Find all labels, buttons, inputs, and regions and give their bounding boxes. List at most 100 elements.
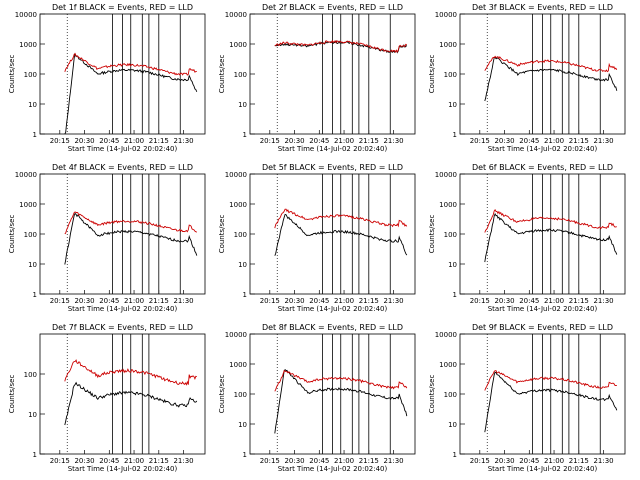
x-tick-label: 21:30 — [383, 297, 403, 305]
lld-series-line — [64, 211, 198, 235]
detector-panel: Det 4f BLACK = Events, RED = LLD 1 10 100 10… — [8, 163, 206, 313]
y-tick-label: 1000 — [19, 41, 37, 49]
x-tick-label: 20:45 — [519, 137, 539, 145]
detector-panel: Det 3f BLACK = Events, RED = LLD 1 10 100 10… — [428, 3, 626, 153]
x-tick-label: 20:30 — [494, 137, 514, 145]
lld-series-line — [274, 39, 407, 54]
y-tick-label: 100 — [24, 371, 37, 379]
x-tick-label: 20:30 — [494, 457, 514, 465]
x-tick-label: 21:00 — [544, 137, 564, 145]
detector-panel: Det 6f BLACK = Events, RED = LLD 1 10 100 10… — [428, 163, 626, 313]
panel-title: Det 7f BLACK = Events, RED = LLD — [52, 323, 193, 332]
x-tick-label: 21:15 — [149, 457, 169, 465]
y-tick-label: 100 — [234, 231, 247, 239]
panel-title: Det 3f BLACK = Events, RED = LLD — [472, 3, 613, 12]
x-tick-label: 21:30 — [173, 137, 193, 145]
panel-title: Det 9f BLACK = Events, RED = LLD — [472, 323, 613, 332]
events-series-line — [274, 369, 408, 434]
y-tick-label: 100 — [24, 231, 37, 239]
x-tick-label: 20:30 — [74, 137, 94, 145]
x-tick-label: 20:15 — [470, 457, 490, 465]
x-tick-label: 20:45 — [309, 457, 329, 465]
y-tick-label: 10000 — [15, 11, 37, 19]
x-tick-label: 20:30 — [284, 137, 304, 145]
y-tick-label: 100 — [234, 391, 247, 399]
panel-title: Det 6f BLACK = Events, RED = LLD — [472, 163, 613, 172]
y-tick-label: 10 — [448, 421, 457, 429]
y-tick-label: 10000 — [435, 171, 457, 179]
x-tick-label: 21:30 — [383, 137, 403, 145]
y-tick-label: 10000 — [225, 331, 247, 339]
x-tick-label: 21:15 — [359, 457, 379, 465]
x-tick-label: 20:45 — [99, 137, 119, 145]
y-tick-label: 1000 — [19, 201, 37, 209]
x-tick-label: 21:00 — [334, 297, 354, 305]
y-tick-label: 10000 — [435, 11, 457, 19]
y-axis-label: Counts/sec — [218, 55, 226, 94]
x-tick-label: 21:00 — [124, 137, 144, 145]
lld-series-line — [274, 208, 408, 229]
x-tick-label: 20:15 — [50, 137, 70, 145]
y-axis-label: Counts/sec — [218, 375, 226, 414]
y-tick-label: 1 — [243, 451, 247, 459]
x-tick-label: 21:00 — [334, 457, 354, 465]
y-tick-label: 1 — [33, 291, 37, 299]
x-tick-label: 21:00 — [334, 137, 354, 145]
x-axis-label: Start Time (14-Jul-02 20:02:40) — [278, 465, 388, 473]
detector-panel: Det 2f BLACK = Events, RED = LLD 1 10 100 10… — [218, 3, 416, 153]
y-tick-label: 1 — [33, 451, 37, 459]
x-tick-label: 20:30 — [74, 457, 94, 465]
y-tick-label: 10000 — [225, 171, 247, 179]
x-tick-label: 20:45 — [519, 297, 539, 305]
x-tick-label: 21:00 — [124, 457, 144, 465]
lld-series-line — [64, 359, 197, 386]
y-axis-label: Counts/sec — [218, 215, 226, 254]
x-axis-label: Start Time (14-Jul-02 20:02:40) — [68, 145, 178, 153]
x-tick-label: 21:15 — [359, 137, 379, 145]
y-tick-label: 10 — [448, 101, 457, 109]
detector-panel: Det 7f BLACK = Events, RED = LLD 1 10 100 Co… — [8, 323, 206, 473]
x-tick-label: 21:15 — [359, 297, 379, 305]
x-tick-label: 21:30 — [593, 297, 613, 305]
y-axis-label: Counts/sec — [8, 375, 16, 414]
events-series-line — [484, 56, 618, 102]
y-axis-label: Counts/sec — [8, 55, 16, 94]
x-tick-label: 20:45 — [99, 457, 119, 465]
y-tick-label: 10000 — [15, 171, 37, 179]
y-tick-label: 1000 — [439, 41, 457, 49]
x-tick-label: 20:45 — [519, 457, 539, 465]
x-tick-label: 20:15 — [470, 297, 490, 305]
x-tick-label: 20:15 — [260, 137, 280, 145]
x-tick-label: 21:30 — [383, 457, 403, 465]
x-tick-label: 20:30 — [494, 297, 514, 305]
detector-panel: Det 1f BLACK = Events, RED = LLD 1 10 100 10… — [8, 3, 206, 153]
x-axis-label: Start Time (14-Jul-02 20:02:40) — [68, 465, 178, 473]
y-tick-label: 10000 — [225, 11, 247, 19]
x-tick-label: 21:30 — [593, 137, 613, 145]
y-tick-label: 1 — [243, 291, 247, 299]
x-tick-label: 21:30 — [173, 297, 193, 305]
lld-series-line — [484, 370, 617, 391]
y-axis-label: Counts/sec — [428, 55, 436, 94]
x-tick-label: 21:15 — [569, 297, 589, 305]
x-tick-label: 20:15 — [50, 297, 70, 305]
x-tick-label: 20:15 — [50, 457, 70, 465]
x-tick-label: 20:45 — [99, 297, 119, 305]
panel-title: Det 1f BLACK = Events, RED = LLD — [52, 3, 193, 12]
events-series-line — [484, 212, 618, 263]
detector-panel: Det 8f BLACK = Events, RED = LLD 1 10 100 10… — [218, 323, 416, 473]
panel-title: Det 5f BLACK = Events, RED = LLD — [262, 163, 403, 172]
x-tick-label: 21:00 — [544, 457, 564, 465]
y-tick-label: 10000 — [435, 331, 457, 339]
y-tick-label: 10 — [28, 101, 37, 109]
detector-panel: Det 5f BLACK = Events, RED = LLD 1 10 100 10… — [218, 163, 416, 313]
y-tick-label: 1 — [453, 291, 457, 299]
y-axis-label: Counts/sec — [428, 375, 436, 414]
events-series-line — [64, 381, 198, 426]
x-axis-label: Start Time (14-Jul-02 20:02:40) — [488, 465, 598, 473]
x-tick-label: 20:45 — [309, 137, 329, 145]
y-tick-label: 100 — [444, 391, 457, 399]
x-tick-label: 21:00 — [124, 297, 144, 305]
y-tick-label: 1 — [243, 131, 247, 139]
